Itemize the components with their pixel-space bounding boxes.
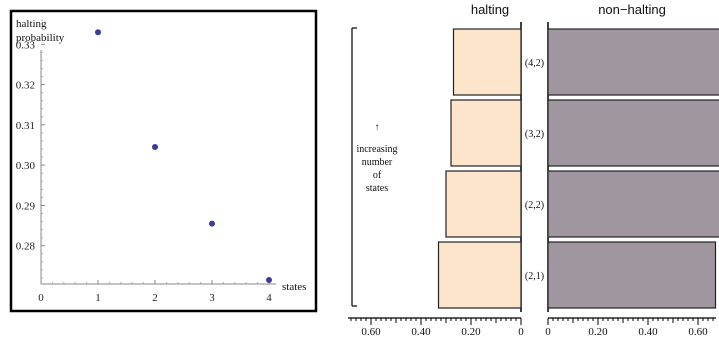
non-halting-axis-label: 0 <box>545 326 551 337</box>
category-label: (3,2) <box>525 129 544 140</box>
y-tick-label: 0.33 <box>16 39 36 51</box>
halting-axis-label: 0.60 <box>361 326 381 337</box>
x-tick-label: 3 <box>209 292 215 304</box>
annotation-line: of <box>373 170 382 181</box>
data-point <box>152 144 158 151</box>
y-tick-label: 0.31 <box>16 120 35 132</box>
non-halting-bar <box>547 241 717 309</box>
halting-axis-label: 0 <box>518 326 524 337</box>
x-axis-label: states <box>282 281 306 293</box>
data-point <box>95 29 101 36</box>
category-label: (2,1) <box>525 271 544 282</box>
y-axis-label-line-2: probability <box>16 32 65 44</box>
y-axis-label-line-1: halting <box>16 18 47 30</box>
non-halting-bars <box>547 28 719 309</box>
scatter-ticks: 0 1 2 3 4 0.28 0.29 0.30 0.31 0.32 0.33 <box>16 19 272 304</box>
annotation-line: increasing <box>356 144 397 155</box>
annotation-line: ↑ <box>375 122 380 133</box>
increasing-states-annotation: ↑ increasing number of states <box>356 122 397 194</box>
scatter-points <box>95 29 272 283</box>
halting-bar <box>437 241 522 309</box>
halting-bar <box>450 99 522 167</box>
category-label: (4,2) <box>525 58 544 69</box>
legend-halting: halting <box>471 2 509 17</box>
data-point <box>209 220 215 227</box>
x-tick-label: 4 <box>266 292 272 304</box>
halting-axis-label: 0.20 <box>461 326 481 337</box>
x-tick-label: 2 <box>152 292 158 304</box>
x-tick-label: 1 <box>95 292 101 304</box>
annotation-line: states <box>366 183 388 194</box>
non-halting-axis-label: 0.20 <box>588 326 608 337</box>
category-labels: (4,2) (3,2) (2,2) (2,1) <box>525 58 544 282</box>
scatter-frame <box>9 9 318 313</box>
data-point <box>266 276 272 283</box>
category-label: (2,2) <box>525 200 544 211</box>
annotation-line: number <box>362 157 393 168</box>
non-halting-axis-label: 0.40 <box>638 326 658 337</box>
scatter-chart: halting probability states 0 1 2 3 4 0.28 0.29… <box>9 9 318 313</box>
y-tick-label: 0.28 <box>16 241 36 253</box>
scatter-axes <box>40 50 276 285</box>
bar-chart: halting non−halting ↑ increasing number of s… <box>348 2 719 337</box>
non-halting-bar <box>547 170 719 238</box>
y-tick-label: 0.29 <box>16 200 36 212</box>
non-halting-bar <box>547 99 719 167</box>
bottom-axes: 0.60 0.40 0.20 0 0 0.20 0.40 0.60 <box>348 317 716 337</box>
non-halting-bar <box>547 28 719 96</box>
legend-non-halting: non−halting <box>598 2 666 17</box>
non-halting-axis-label: 0.60 <box>688 326 708 337</box>
halting-bars <box>437 28 522 309</box>
halting-bar <box>452 28 522 96</box>
halting-bar <box>445 170 522 238</box>
y-tick-label: 0.32 <box>16 80 35 92</box>
halting-axis-label: 0.40 <box>411 326 431 337</box>
y-tick-label: 0.30 <box>16 160 36 172</box>
x-tick-label: 0 <box>38 292 44 304</box>
